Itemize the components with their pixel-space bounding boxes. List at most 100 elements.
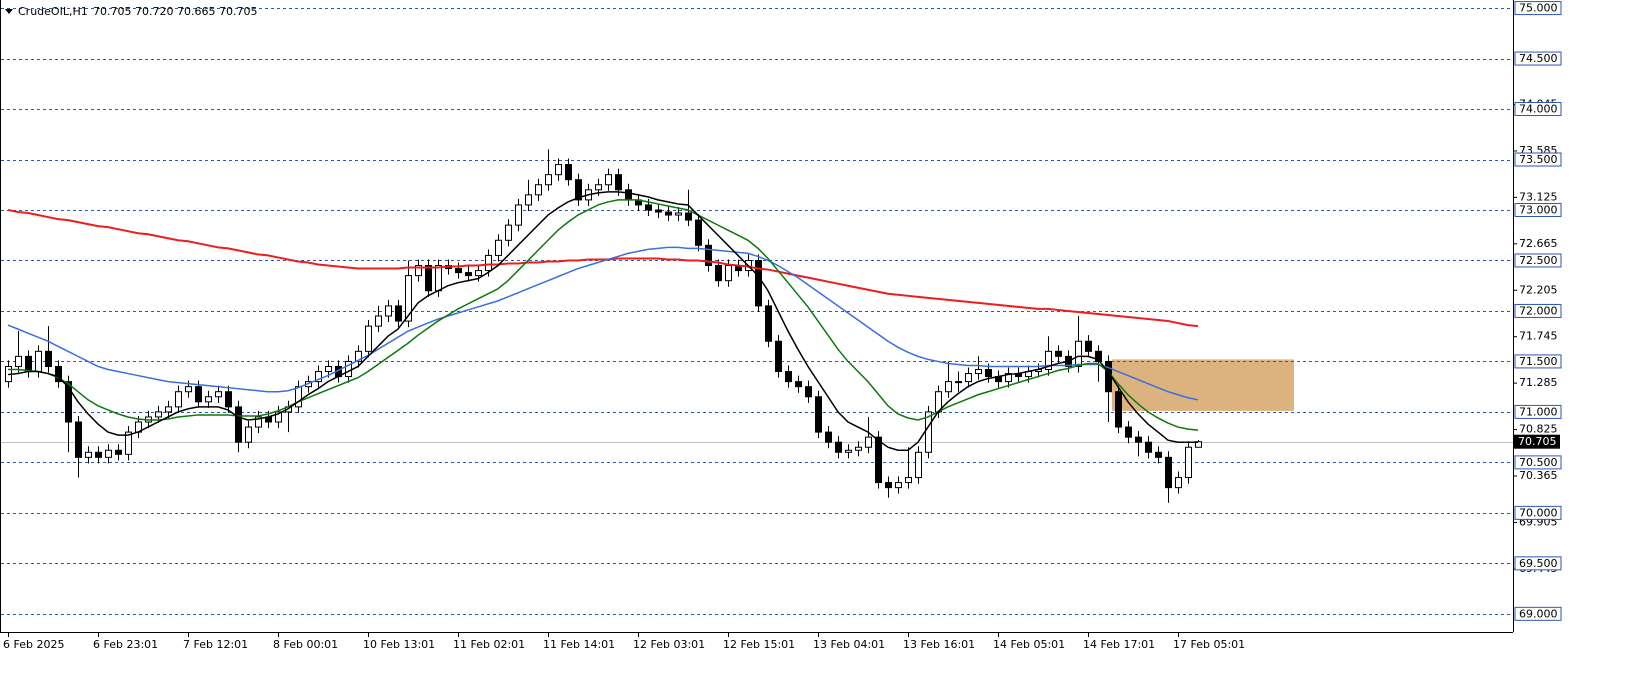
candle-body [175, 391, 182, 408]
quote-label: 70.705 70.720 70.665 70.705 [93, 5, 257, 18]
candle-body [715, 265, 722, 282]
candle-body [605, 174, 612, 186]
candle-body [915, 451, 922, 479]
candle-body [375, 315, 382, 327]
level-label: 69.000 [1519, 607, 1558, 620]
moving-average-line [7, 191, 1198, 452]
candle-body [45, 350, 52, 367]
candle-body [385, 305, 392, 317]
candle-body [355, 350, 362, 362]
candle-body [95, 451, 102, 458]
plot-area [1, 8, 1513, 615]
candle-body [545, 174, 552, 186]
level-label-box [1514, 253, 1562, 268]
x-tick-label: 7 Feb 12:01 [183, 638, 248, 651]
candle-body [815, 396, 822, 433]
candle-body [765, 305, 772, 342]
candle-body [725, 265, 732, 282]
candle-body [855, 446, 862, 451]
level-label-box [1514, 303, 1562, 318]
candle-body [645, 204, 652, 211]
candle-body [15, 355, 22, 367]
candle-body [705, 244, 712, 267]
level-label: 72.000 [1519, 304, 1558, 317]
candle-body [55, 365, 62, 383]
x-tick-label: 17 Feb 05:01 [1173, 638, 1245, 651]
candle-body [155, 411, 162, 418]
current-price-box [1514, 434, 1560, 449]
candle-body [795, 381, 802, 388]
level-label: 73.500 [1519, 153, 1558, 166]
candle-body [275, 411, 282, 423]
candle-body [875, 436, 882, 484]
candle-body [185, 386, 192, 393]
candle-body [685, 212, 692, 221]
candle-body [1095, 350, 1102, 362]
candle-body [485, 254, 492, 272]
level-label-box [1514, 404, 1562, 419]
candle-body [865, 436, 872, 448]
y-tick-label: 71.285 [1519, 376, 1558, 389]
candle-body [945, 381, 952, 393]
candle-body [615, 174, 622, 191]
candle-body [1135, 436, 1142, 443]
candle-body [525, 194, 532, 206]
candle-body [195, 386, 202, 403]
level-label: 74.000 [1519, 103, 1558, 116]
level-label-box [1514, 606, 1562, 621]
candle-body [955, 381, 962, 384]
candle-body [985, 369, 992, 378]
moving-average-line [8, 199, 1199, 431]
candle-body [835, 441, 842, 453]
y-tick-label: 70.825 [1519, 423, 1558, 436]
candle-body [1045, 350, 1052, 371]
level-label: 75.000 [1519, 2, 1558, 15]
candle-body [755, 259, 762, 307]
x-tick-label: 11 Feb 14:01 [543, 638, 615, 651]
x-tick-label: 12 Feb 15:01 [723, 638, 795, 651]
candle-body [205, 396, 212, 403]
zone [1112, 359, 1294, 411]
x-tick-label: 12 Feb 03:01 [633, 638, 705, 651]
level-label-box [1514, 455, 1562, 470]
y-tick-label: 73.125 [1519, 190, 1558, 203]
candle-body [75, 421, 82, 458]
candle-body [115, 449, 122, 455]
candle-body [235, 406, 242, 443]
candle-body [425, 265, 432, 292]
candle-body [85, 451, 92, 458]
moving-average-line [7, 246, 1199, 401]
y-tick-label: 71.745 [1519, 330, 1558, 343]
candle-body [1125, 426, 1132, 438]
candle-body [65, 381, 72, 423]
level-label-box [1514, 152, 1562, 167]
x-tick-label: 14 Feb 05:01 [993, 638, 1065, 651]
candle-body [1145, 441, 1152, 453]
level-label-box [1514, 505, 1562, 520]
candle-body [1195, 441, 1202, 448]
candle-body [665, 211, 672, 216]
menu-triangle[interactable] [5, 9, 13, 14]
candle-body [695, 219, 702, 246]
candle-body [245, 426, 252, 443]
candle-body [1055, 350, 1062, 357]
level-label: 70.500 [1519, 456, 1558, 469]
candle-body [515, 204, 522, 226]
level-label-box [1514, 102, 1562, 117]
x-tick-label: 10 Feb 13:01 [363, 638, 435, 651]
candle-body [415, 265, 422, 277]
current-price-label: 70.705 [1518, 435, 1557, 448]
candle-body [975, 369, 982, 375]
candle-body [1115, 391, 1122, 428]
candle-body [1155, 451, 1162, 458]
candle-body [315, 371, 322, 383]
candle-body [1165, 456, 1172, 489]
y-tick-label: 70.365 [1519, 469, 1558, 482]
level-label-box [1514, 202, 1562, 217]
level-label: 73.000 [1519, 203, 1558, 216]
y-tick-label: 72.665 [1519, 237, 1558, 250]
candle-body [225, 391, 232, 408]
candle-body [625, 189, 632, 201]
level-label: 69.500 [1519, 557, 1558, 570]
